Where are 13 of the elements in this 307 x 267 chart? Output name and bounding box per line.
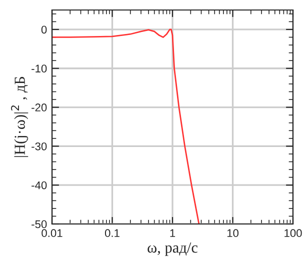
x-axis-title: ω, рад/с — [148, 242, 198, 256]
x-tick-label: 100 — [284, 229, 302, 238]
x-tick-label: 0.01 — [42, 229, 62, 238]
x-tick-label: 1 — [170, 229, 176, 237]
x-tick-label: 0.1 — [104, 229, 120, 238]
y-axis-title: |H(j·ω)|$^{2}$ , дБ — [11, 76, 28, 157]
y-tick-label: -50 — [32, 220, 47, 228]
y-tick-label: -30 — [32, 142, 47, 150]
y-tick-label: -10 — [32, 64, 47, 72]
y-tick-label: -40 — [32, 181, 47, 190]
x-tick-label: 10 — [227, 229, 238, 238]
y-tick-label: 0 — [41, 26, 47, 34]
y-tick-label: -20 — [32, 104, 47, 112]
